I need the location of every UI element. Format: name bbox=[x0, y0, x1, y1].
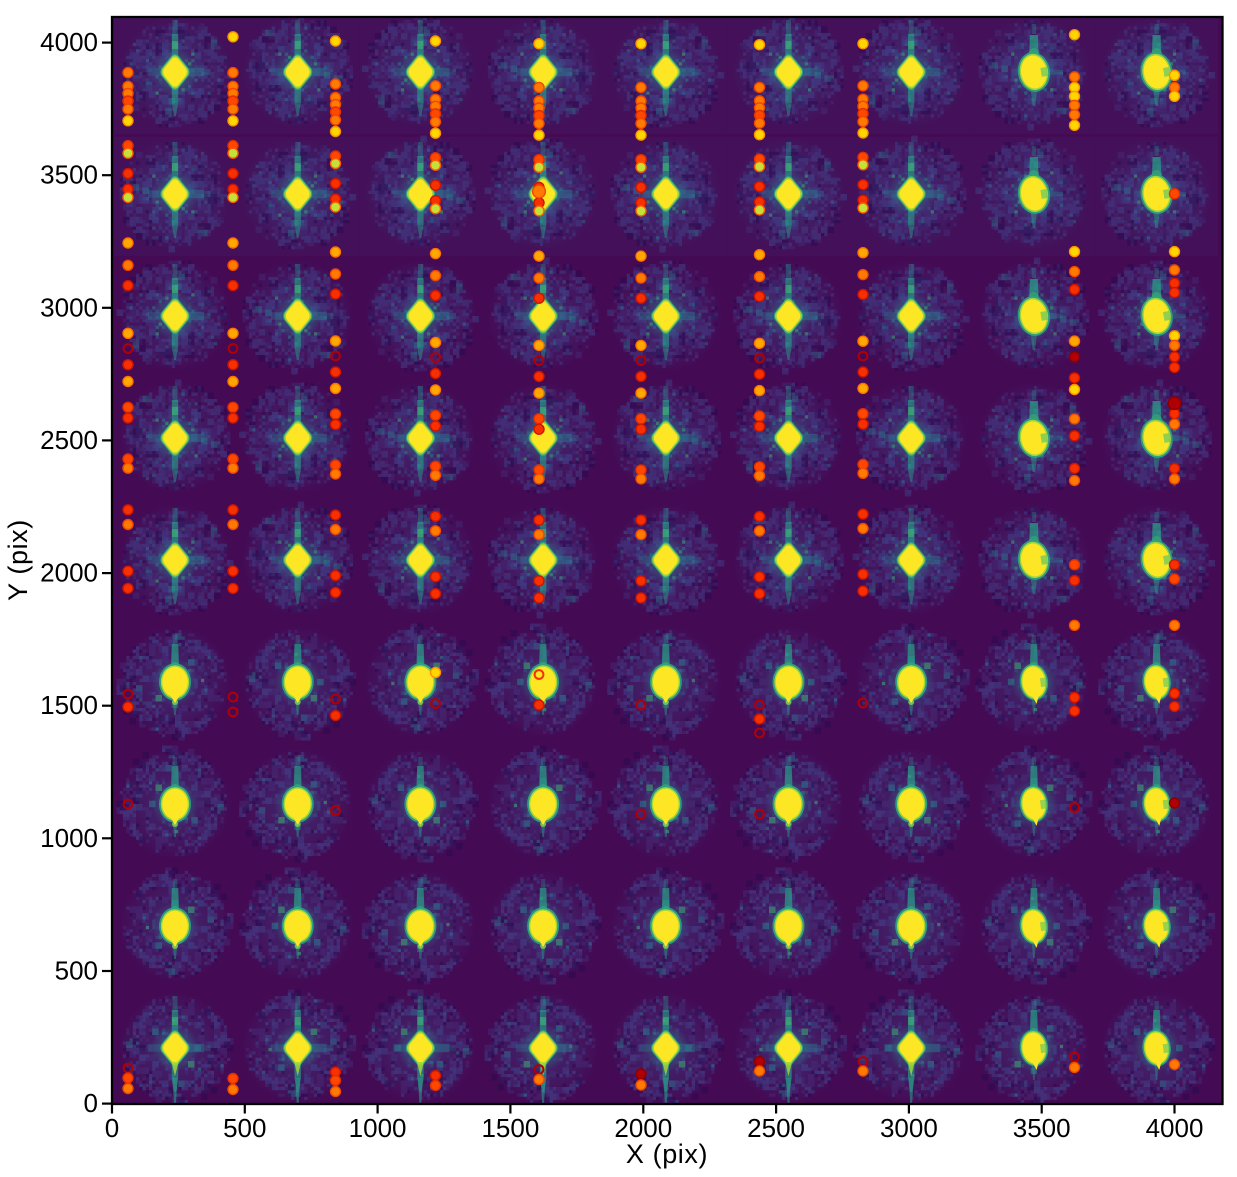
svg-text:1500: 1500 bbox=[481, 1113, 539, 1143]
svg-text:1000: 1000 bbox=[40, 823, 98, 853]
svg-text:Y (pix): Y (pix) bbox=[3, 519, 33, 601]
svg-text:4000: 4000 bbox=[40, 27, 98, 57]
svg-text:3000: 3000 bbox=[880, 1113, 938, 1143]
svg-text:2500: 2500 bbox=[40, 425, 98, 455]
svg-text:4000: 4000 bbox=[1146, 1113, 1204, 1143]
svg-text:500: 500 bbox=[55, 956, 98, 986]
svg-text:500: 500 bbox=[223, 1113, 266, 1143]
svg-text:3500: 3500 bbox=[40, 160, 98, 190]
svg-text:2000: 2000 bbox=[40, 558, 98, 588]
svg-text:2000: 2000 bbox=[614, 1113, 672, 1143]
svg-text:1500: 1500 bbox=[40, 690, 98, 720]
svg-text:0: 0 bbox=[84, 1088, 98, 1118]
svg-text:3000: 3000 bbox=[40, 292, 98, 322]
svg-text:0: 0 bbox=[105, 1113, 119, 1143]
svg-text:2500: 2500 bbox=[747, 1113, 805, 1143]
svg-text:X (pix): X (pix) bbox=[626, 1139, 708, 1169]
svg-text:3500: 3500 bbox=[1013, 1113, 1071, 1143]
svg-text:1000: 1000 bbox=[349, 1113, 407, 1143]
